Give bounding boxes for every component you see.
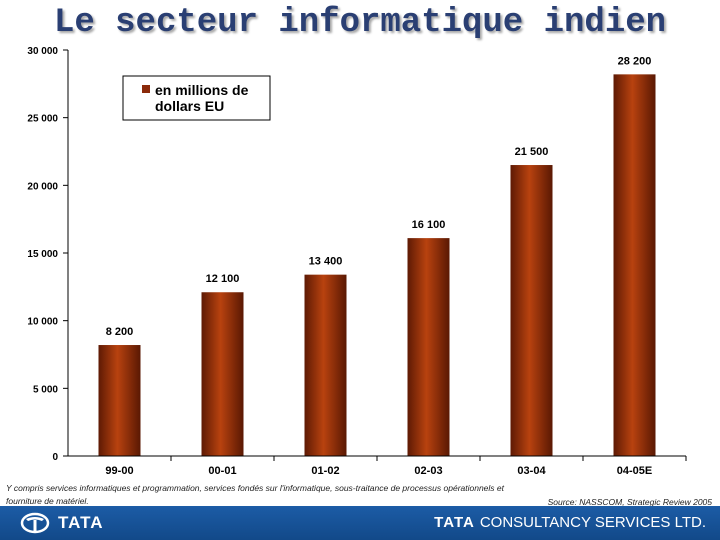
- legend-box: [122, 75, 271, 121]
- y-tick-label: 0: [52, 452, 58, 463]
- bar: [613, 74, 656, 457]
- tcs-logo-right: TATA CONSULTANCY SERVICES LTD.: [434, 514, 706, 531]
- y-tick-label: 5 000: [33, 384, 58, 395]
- chart-legend: en millions de dollars EU: [122, 75, 271, 121]
- bar-value-label: 12 100: [206, 273, 240, 285]
- y-tick-label: 30 000: [27, 46, 58, 57]
- bar: [407, 238, 450, 456]
- page-title: Le secteur informatique indien: [53, 4, 667, 42]
- y-tick-label: 10 000: [27, 317, 58, 328]
- bar: [98, 345, 141, 456]
- legend-swatch: [142, 85, 150, 93]
- y-tick-label: 25 000: [27, 114, 58, 125]
- x-tick-label: 03-04: [517, 465, 546, 477]
- y-tick-label: 20 000: [27, 181, 58, 192]
- x-tick-label: 04-05E: [617, 465, 652, 477]
- legend-label-line1: en millions de: [155, 82, 249, 98]
- source-note: Source: NASSCOM, Strategic Review 2005: [547, 497, 712, 507]
- x-axis: 99-00 00-01 01-02 02-03 03-04 04-05E: [68, 455, 687, 477]
- x-tick-label: 00-01: [208, 465, 236, 477]
- bar-chart: 0 5 000 10 000 15 000 20 000 25 000 30 000 8 2…: [27, 46, 687, 477]
- bar-value-label: 16 100: [412, 219, 446, 231]
- tcs-wordmark-strong: TATA: [434, 514, 475, 531]
- tata-wordmark-left: TATA: [58, 513, 104, 532]
- bar: [201, 292, 244, 456]
- tcs-wordmark-rest: CONSULTANCY SERVICES LTD.: [479, 514, 706, 531]
- footnote: Y compris services informatiques et prog…: [6, 483, 505, 506]
- bar: [510, 165, 553, 457]
- bar-value-label: 28 200: [618, 55, 652, 67]
- x-tick-label: 99-00: [105, 465, 133, 477]
- bar-value-label: 13 400: [309, 256, 343, 268]
- tata-emblem-icon: [20, 512, 50, 534]
- tata-logo-left: TATA: [20, 512, 104, 534]
- bar: [304, 274, 347, 456]
- bar-value-label: 8 200: [106, 326, 134, 338]
- y-axis: 0 5 000 10 000 15 000 20 000 25 000 30 000: [27, 46, 69, 463]
- x-tick-label: 02-03: [414, 465, 442, 477]
- footer-band: TATA TATA CONSULTANCY SERVICES LTD.: [0, 506, 720, 540]
- y-tick-label: 15 000: [27, 249, 58, 260]
- bar-value-label: 21 500: [515, 146, 549, 158]
- bars: 8 200 12 100 13 400 16 100 21 500 28 200: [98, 55, 656, 457]
- legend-label-line2: dollars EU: [155, 98, 224, 114]
- x-tick-label: 01-02: [311, 465, 339, 477]
